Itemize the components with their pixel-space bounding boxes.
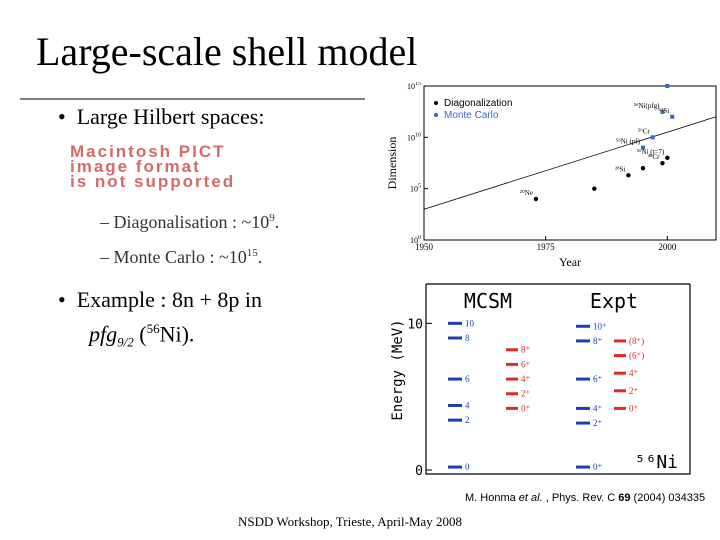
pict-line-1: Macintosh PICT	[70, 142, 226, 161]
data-point	[533, 196, 539, 202]
level-spin-label: 6⁺	[593, 374, 603, 384]
sub-diag-end: .	[274, 212, 280, 232]
data-point	[650, 135, 655, 140]
level-spin-label: 6⁺	[521, 359, 531, 369]
level-spin-label: 2	[465, 415, 470, 425]
level-spin-label: 4⁺	[629, 368, 639, 378]
energy-axis-label: Energy (MeV)	[390, 319, 406, 420]
level-spin-label: 2⁺	[629, 386, 639, 396]
legend-entry: Monte Carlo	[444, 110, 499, 121]
level-spin-label: 8	[465, 333, 470, 343]
data-point	[640, 165, 646, 171]
point-label: ⁶⁴Si	[658, 107, 669, 115]
level-spin-label: (6⁺)	[629, 351, 644, 361]
data-point	[660, 109, 665, 114]
bullet-hilbert: • Large Hilbert spaces:	[58, 104, 264, 130]
level-frame	[425, 284, 691, 475]
sub-mc-end: .	[257, 247, 263, 267]
citation-etal: et al.	[518, 492, 543, 504]
x-tick-label: 1950	[415, 242, 434, 252]
energy-tick-label: 10	[407, 317, 423, 332]
bullet-example-line1: Example : 8n + 8p in	[76, 287, 263, 312]
sub-mc-exp: 15	[246, 247, 258, 259]
point-label: ⁴⁸Cr	[648, 153, 661, 161]
citation-authors: M. Honma	[465, 492, 519, 504]
level-spin-label: 10⁺	[593, 321, 607, 331]
level-spin-label: 0⁺	[593, 462, 603, 472]
level-spin-label: 4	[465, 400, 470, 410]
level-spin-label: 0⁺	[629, 403, 639, 413]
legend-entry: Diagonalization	[444, 98, 512, 109]
y-axis-label: Dimension	[385, 137, 399, 190]
citation: M. Honma et al. , Phys. Rev. C 69 (2004)…	[465, 492, 705, 504]
point-label: ²⁸Si	[615, 165, 625, 173]
level-spin-label: (8⁺)	[629, 336, 644, 346]
sub-diag-text: – Diagonalisation : ~10	[100, 212, 270, 232]
point-label: ⁵⁶Cr	[638, 127, 651, 135]
column-header: MCSM	[464, 289, 512, 313]
data-point	[641, 145, 645, 150]
y-tick-label: 100	[410, 235, 421, 245]
bullet-example-sub: 9/2	[117, 334, 134, 350]
bullet-example-open: (	[133, 321, 147, 347]
pict-placeholder: Macintosh PICT image format is not suppo…	[70, 142, 370, 191]
legend-marker	[434, 101, 438, 105]
level-spin-label: 8⁺	[521, 345, 531, 355]
data-point	[660, 161, 665, 166]
pict-line-3: is not supported	[70, 172, 236, 191]
sub-diag-exp: 9	[269, 212, 275, 224]
level-spin-label: 4⁺	[593, 403, 603, 413]
nucleus-label: ⁵⁶Ni	[635, 452, 678, 473]
slide-title: Large-scale shell model	[36, 29, 418, 74]
pict-line-2: image format	[70, 157, 201, 176]
point-label: ¹⁵⁰Ba	[649, 82, 665, 84]
y-tick-label: 1010	[407, 132, 421, 142]
level-spin-label: 10	[465, 318, 475, 328]
y-tick-label: 105	[410, 184, 421, 194]
bullet-dot: •	[58, 287, 77, 312]
level-spin-label: 8⁺	[593, 336, 603, 346]
level-scheme-chart: Energy (MeV) 0 10 MCSM 10 8 6 4 2 0 8⁺ 6⁺ 4⁺ 2⁺ 0⁺ Expt…	[390, 283, 691, 479]
point-label: ⁵⁶Ni(pfg)	[634, 102, 661, 110]
column-header: Expt	[590, 289, 638, 313]
data-point	[626, 173, 631, 178]
citation-journal: , Phys. Rev. C	[542, 492, 619, 504]
level-spin-label: 4⁺	[521, 374, 531, 384]
bullet-example-close: Ni).	[159, 321, 195, 347]
trend-line	[423, 116, 717, 210]
energy-tick-label: 0	[415, 464, 423, 479]
point-label: ²⁰Ne	[520, 189, 533, 197]
x-axis-label: Year	[559, 255, 581, 269]
level-spin-label: 2⁺	[521, 389, 531, 399]
level-spin-label: 6	[465, 374, 470, 384]
legend-marker	[434, 113, 438, 117]
point-label: ⁵⁶Ni (pf)	[616, 138, 641, 146]
data-point	[665, 84, 670, 88]
footer: NSDD Workshop, Trieste, April-May 2008	[238, 514, 463, 529]
sub-monte-carlo: – Monte Carlo : ~1015.	[100, 247, 262, 268]
citation-volume: 69	[618, 492, 631, 504]
y-tick-label: 1015	[407, 82, 421, 91]
point-label: ⁵⁶Ni (t=7)	[637, 148, 665, 156]
bullet-dot: •	[58, 104, 77, 129]
level-spin-label: 0⁺	[521, 403, 531, 413]
bullet-hilbert-text: Large Hilbert spaces:	[76, 104, 265, 129]
level-spin-label: 2⁺	[593, 418, 603, 428]
sub-mc-text: – Monte Carlo : ~10	[100, 247, 247, 267]
level-spin-label: 0	[465, 462, 470, 472]
bullet-example-mass: 56	[146, 321, 160, 336]
data-point	[665, 155, 670, 161]
bullet-example: • Example : 8n + 8p in pfg9/2 (56Ni).	[58, 285, 262, 357]
citation-pages: (2004) 034335	[630, 492, 706, 504]
bullet-example-pfg: pfg	[89, 321, 118, 347]
data-point	[670, 114, 675, 119]
x-tick-label: 2000	[658, 242, 677, 252]
title-divider	[20, 98, 365, 100]
sub-diagonalisation: – Diagonalisation : ~109.	[100, 212, 279, 233]
x-tick-label: 1975	[537, 242, 556, 252]
data-point	[592, 186, 597, 191]
